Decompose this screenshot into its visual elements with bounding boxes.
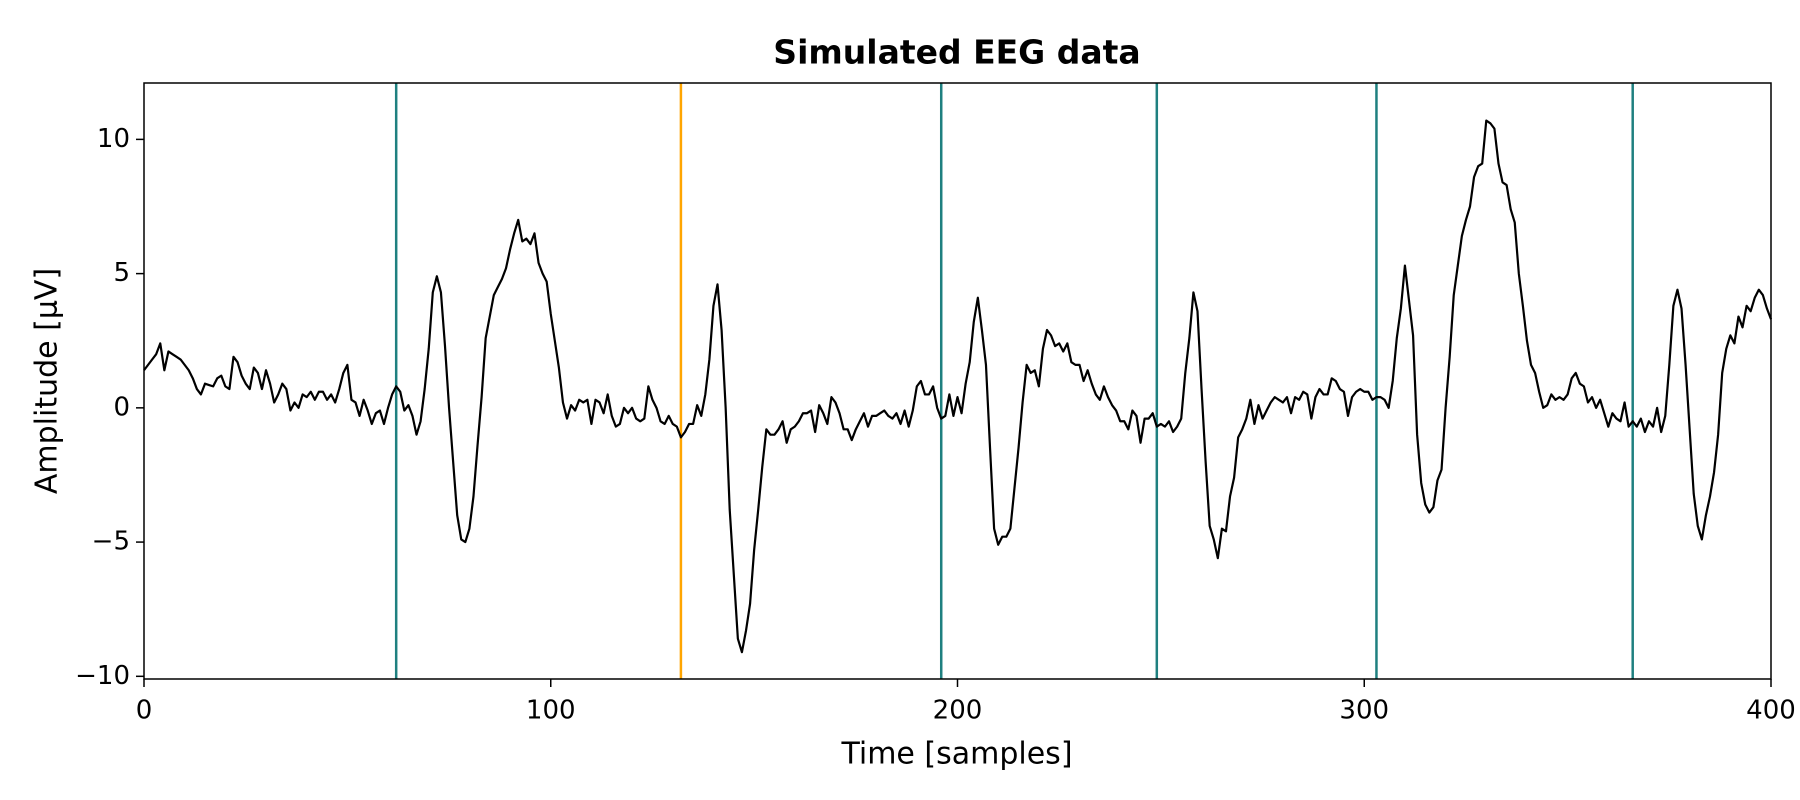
- y-tick-label: 0: [113, 392, 130, 422]
- y-tick-label: 10: [97, 124, 130, 154]
- y-tick-label: −5: [92, 527, 130, 557]
- chart-title: Simulated EEG data: [773, 33, 1140, 72]
- x-tick-label: 100: [526, 696, 576, 726]
- x-tick-label: 0: [136, 696, 153, 726]
- y-tick-label: −10: [75, 661, 130, 691]
- x-tick-label: 300: [1339, 696, 1389, 726]
- data-line: [143, 119, 1773, 654]
- plot-frame: [143, 82, 1772, 680]
- x-tick-label: 200: [933, 696, 983, 726]
- x-axis-label: Time [samples]: [840, 737, 1072, 772]
- x-tick-label: 400: [1746, 696, 1796, 726]
- y-axis-label: Amplitude [µV]: [30, 268, 65, 494]
- y-tick-label: 5: [113, 258, 130, 288]
